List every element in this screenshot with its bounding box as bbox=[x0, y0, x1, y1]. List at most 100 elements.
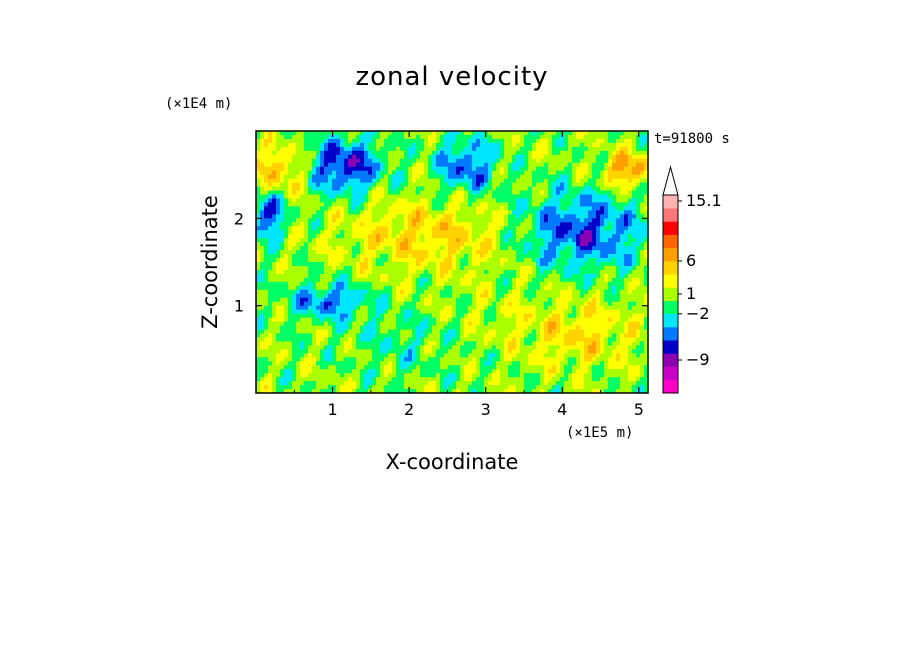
field-cell bbox=[564, 269, 569, 275]
field-cell bbox=[480, 262, 485, 267]
field-cell bbox=[448, 265, 453, 271]
field-cell bbox=[644, 174, 648, 180]
field-cell bbox=[260, 134, 265, 140]
field-cell bbox=[488, 325, 493, 331]
field-cell bbox=[340, 210, 345, 215]
field-cell bbox=[424, 254, 429, 259]
field-cell bbox=[408, 234, 413, 239]
field-cell bbox=[524, 131, 529, 136]
field-cell bbox=[548, 297, 553, 303]
field-cell bbox=[508, 134, 513, 140]
field-cell bbox=[636, 150, 641, 156]
field-cell bbox=[516, 269, 521, 275]
field-cell bbox=[524, 194, 529, 200]
field-cell bbox=[496, 242, 501, 247]
field-cell bbox=[632, 158, 637, 164]
field-cell bbox=[616, 309, 621, 315]
field-cell bbox=[336, 150, 341, 156]
field-cell bbox=[488, 198, 493, 204]
field-cell bbox=[472, 305, 477, 311]
field-cell bbox=[584, 321, 589, 327]
field-cell bbox=[584, 254, 589, 259]
field-cell bbox=[572, 317, 577, 323]
field-cell bbox=[336, 170, 341, 176]
field-cell bbox=[332, 170, 337, 176]
field-cell bbox=[460, 289, 465, 295]
field-cell bbox=[496, 190, 501, 196]
field-cell bbox=[400, 329, 405, 335]
field-cell bbox=[276, 170, 281, 176]
field-cell bbox=[556, 226, 561, 231]
field-cell bbox=[260, 170, 265, 176]
field-cell bbox=[296, 301, 301, 307]
field-cell bbox=[372, 170, 377, 176]
field-cell bbox=[260, 238, 265, 243]
field-cell bbox=[276, 134, 281, 140]
field-cell bbox=[392, 174, 397, 180]
field-cell bbox=[472, 317, 477, 323]
field-cell bbox=[568, 210, 573, 215]
field-cell bbox=[476, 230, 481, 235]
field-cell bbox=[644, 194, 648, 200]
field-cell bbox=[468, 222, 473, 227]
field-cell bbox=[600, 190, 605, 196]
field-cell bbox=[568, 325, 573, 331]
field-cell bbox=[364, 131, 369, 136]
field-cell bbox=[296, 230, 301, 235]
field-cell bbox=[380, 293, 385, 299]
field-cell bbox=[528, 186, 533, 192]
field-cell bbox=[564, 154, 569, 160]
field-cell bbox=[608, 246, 613, 251]
field-cell bbox=[436, 258, 441, 263]
field-cell bbox=[436, 269, 441, 275]
field-cell bbox=[432, 194, 437, 200]
field-cell bbox=[620, 134, 625, 140]
field-cell bbox=[492, 262, 497, 267]
field-cell bbox=[308, 142, 313, 148]
field-cell bbox=[508, 230, 513, 235]
field-cell bbox=[524, 265, 529, 271]
field-cell bbox=[336, 194, 341, 200]
field-cell bbox=[492, 269, 497, 275]
field-cell bbox=[276, 190, 281, 196]
field-cell bbox=[384, 317, 389, 323]
field-cell bbox=[580, 158, 585, 164]
field-cell bbox=[308, 321, 313, 327]
field-cell bbox=[616, 190, 621, 196]
field-cell bbox=[356, 138, 361, 144]
field-cell bbox=[304, 182, 309, 188]
field-cell bbox=[312, 230, 317, 235]
field-cell bbox=[392, 162, 397, 168]
field-cell bbox=[612, 289, 617, 295]
field-cell bbox=[584, 281, 589, 287]
field-cell bbox=[388, 297, 393, 303]
field-cell bbox=[536, 146, 541, 152]
field-cell bbox=[484, 154, 489, 160]
field-cell bbox=[484, 174, 489, 180]
field-cell bbox=[456, 321, 461, 327]
field-cell bbox=[552, 166, 557, 172]
field-cell bbox=[580, 234, 585, 239]
field-cell bbox=[492, 170, 497, 176]
field-cell bbox=[428, 198, 433, 204]
field-cell bbox=[432, 293, 437, 299]
field-cell bbox=[608, 178, 613, 184]
field-cell bbox=[376, 246, 381, 251]
field-cell bbox=[428, 265, 433, 271]
field-cell bbox=[580, 226, 585, 231]
field-cell bbox=[616, 170, 621, 176]
field-cell bbox=[276, 317, 281, 323]
field-cell bbox=[272, 301, 277, 307]
field-cell bbox=[340, 305, 345, 311]
field-cell bbox=[496, 234, 501, 239]
field-cell bbox=[304, 150, 309, 156]
field-cell bbox=[408, 313, 413, 319]
field-cell bbox=[356, 262, 361, 267]
field-cell bbox=[388, 131, 393, 136]
field-cell bbox=[524, 222, 529, 227]
field-cell bbox=[288, 158, 293, 164]
field-cell bbox=[492, 131, 497, 136]
field-cell bbox=[572, 162, 577, 168]
field-cell bbox=[428, 202, 433, 208]
field-cell bbox=[300, 218, 305, 223]
